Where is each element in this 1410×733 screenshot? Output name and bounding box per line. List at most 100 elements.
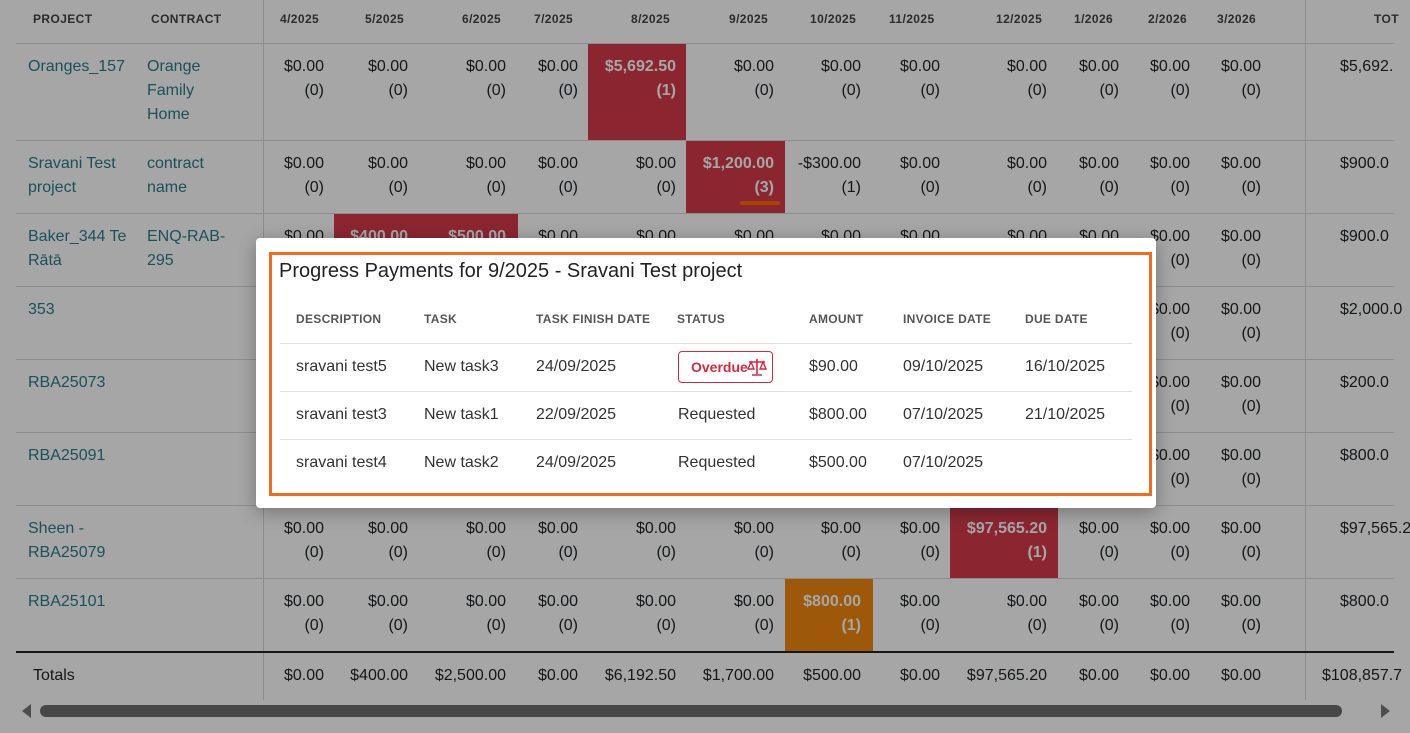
row-total: $800.0 (1340, 447, 1389, 464)
scroll-left-icon[interactable] (22, 704, 31, 718)
project-link[interactable]: 353 (28, 301, 55, 318)
month-amount-cell[interactable]: $0.00 (0) (1220, 228, 1261, 269)
contract-link[interactable]: contract name (147, 155, 204, 196)
col-header-due-date: DUE DATE (1025, 312, 1088, 326)
month-amount-cell[interactable]: $0.00 (0) (283, 155, 324, 196)
month-amount-cell[interactable]: $0.00 (0) (1078, 155, 1119, 196)
month-amount-cell[interactable]: $0.00 (0) (367, 155, 408, 196)
status-text: Overdue (691, 359, 748, 375)
row-total: $800.0 (1340, 593, 1389, 610)
month-amount-cell[interactable]: $0.00 (0) (635, 593, 676, 634)
month-amount-cell[interactable]: $97,565.20 (1) (966, 520, 1047, 561)
project-link[interactable]: Sravani Test project (28, 155, 116, 196)
contract-link[interactable]: ENQ-RAB-295 (147, 228, 226, 269)
month-amount-cell[interactable]: $0.00 (0) (899, 58, 940, 99)
project-link[interactable]: Oranges_157 (28, 58, 125, 75)
month-amount-cell[interactable]: $0.00 (0) (1006, 58, 1047, 99)
col-header-description: DESCRIPTION (296, 312, 382, 326)
month-total: $97,565.20 (966, 667, 1047, 684)
month-amount-cell[interactable]: $0.00 (0) (367, 58, 408, 99)
payment-invoice-date: 07/10/2025 (903, 454, 984, 471)
column-header: 8/2025 (631, 12, 671, 26)
month-amount-cell[interactable]: $0.00 (0) (635, 155, 676, 196)
month-amount-cell[interactable]: $0.00 (0) (465, 520, 506, 561)
project-link[interactable]: RBA25091 (28, 447, 106, 464)
overdue-cell-highlight[interactable] (588, 44, 686, 140)
month-total: $6,192.50 (604, 667, 676, 684)
month-amount-cell[interactable]: $0.00 (0) (820, 58, 861, 99)
month-amount-cell[interactable]: $0.00 (0) (537, 155, 578, 196)
month-amount-cell[interactable]: $0.00 (0) (465, 58, 506, 99)
month-amount-cell[interactable]: $0.00 (0) (1220, 374, 1261, 415)
month-amount-cell[interactable]: $0.00 (0) (899, 155, 940, 196)
column-header: 6/2025 (462, 12, 502, 26)
month-amount-cell[interactable]: $0.00 (0) (1220, 58, 1261, 99)
month-amount-cell[interactable]: $0.00 (0) (283, 593, 324, 634)
month-amount-cell[interactable]: $0.00 (0) (283, 58, 324, 99)
column-header: 12/2025 (996, 12, 1043, 26)
payment-row[interactable]: sravani test5 New task3 24/09/2025 Overd… (280, 343, 1132, 391)
month-amount-cell[interactable]: $0.00 (0) (733, 593, 774, 634)
col-header-task-finish-date: TASK FINISH DATE (536, 312, 651, 326)
month-amount-cell[interactable]: $0.00 (0) (1149, 374, 1190, 415)
payment-row[interactable]: sravani test3 New task1 22/09/2025 Reque… (280, 391, 1132, 439)
payment-status: Requested (678, 406, 756, 423)
month-total: $0.00 (1220, 667, 1261, 684)
month-amount-cell[interactable]: $0.00 (0) (283, 520, 324, 561)
month-amount-cell[interactable]: $0.00 (0) (1149, 593, 1190, 634)
month-total: $0.00 (899, 667, 940, 684)
scroll-right-icon[interactable] (1381, 704, 1390, 718)
month-amount-cell[interactable]: -$300.00 (1) (797, 155, 861, 196)
month-amount-cell[interactable]: $0.00 (0) (1149, 301, 1190, 342)
month-amount-cell[interactable]: $0.00 (0) (899, 520, 940, 561)
month-amount-cell[interactable]: $0.00 (0) (1149, 520, 1190, 561)
month-amount-cell[interactable]: $0.00 (0) (367, 520, 408, 561)
month-amount-cell[interactable]: $0.00 (0) (1078, 520, 1119, 561)
payment-task: New task3 (424, 358, 499, 375)
month-amount-cell[interactable]: $0.00 (0) (820, 520, 861, 561)
month-amount-cell[interactable]: $0.00 (0) (1149, 447, 1190, 488)
row-total: $5,692. (1340, 58, 1394, 75)
overdue-cell-highlight[interactable] (950, 506, 1058, 578)
month-amount-cell[interactable]: $0.00 (0) (465, 593, 506, 634)
project-link[interactable]: RBA25101 (28, 593, 106, 610)
month-amount-cell[interactable]: $0.00 (0) (899, 593, 940, 634)
column-header: 2/2026 (1148, 12, 1188, 26)
month-amount-cell[interactable]: $0.00 (0) (537, 520, 578, 561)
month-amount-cell[interactable]: $0.00 (0) (1220, 301, 1261, 342)
month-amount-cell[interactable]: $0.00 (0) (1006, 155, 1047, 196)
selection-underline (740, 201, 780, 205)
month-amount-cell[interactable]: $5,692.50 (1) (604, 58, 676, 99)
payment-row[interactable]: sravani test4 New task2 24/09/2025 Reque… (280, 439, 1132, 487)
month-amount-cell[interactable]: $0.00 (0) (537, 593, 578, 634)
month-amount-cell[interactable]: $0.00 (0) (1078, 593, 1119, 634)
due-soon-cell-highlight[interactable] (785, 579, 873, 651)
month-amount-cell[interactable]: $0.00 (0) (733, 58, 774, 99)
contract-link[interactable]: Orange Family Home (147, 58, 201, 123)
month-amount-cell[interactable]: $0.00 (0) (635, 520, 676, 561)
month-amount-cell[interactable]: $0.00 (0) (1149, 155, 1190, 196)
month-amount-cell[interactable]: $0.00 (0) (1220, 447, 1261, 488)
scale-icon (747, 359, 767, 376)
month-amount-cell[interactable]: $0.00 (0) (1149, 58, 1190, 99)
month-amount-cell[interactable]: $0.00 (0) (1078, 58, 1119, 99)
month-amount-cell[interactable]: $800.00 (1) (803, 593, 861, 634)
month-amount-cell[interactable]: $0.00 (0) (1149, 228, 1190, 269)
month-amount-cell[interactable]: $0.00 (0) (733, 520, 774, 561)
month-amount-cell[interactable]: $0.00 (0) (537, 58, 578, 99)
scrollbar-thumb[interactable] (40, 705, 1342, 717)
project-link[interactable]: RBA25073 (28, 374, 106, 391)
month-amount-cell[interactable]: $1,200.00 (3) (702, 155, 774, 196)
overdue-status-badge[interactable]: Overdue (678, 351, 773, 383)
month-amount-cell[interactable]: $0.00 (0) (367, 593, 408, 634)
column-header: 10/2025 (810, 12, 857, 26)
month-amount-cell[interactable]: $0.00 (0) (1220, 155, 1261, 196)
month-amount-cell[interactable]: $0.00 (0) (1006, 593, 1047, 634)
project-link[interactable]: Sheen - RBA25079 (28, 520, 106, 561)
month-amount-cell[interactable]: $0.00 (0) (465, 155, 506, 196)
payment-description: sravani test5 (296, 358, 387, 375)
month-amount-cell[interactable]: $0.00 (0) (1220, 520, 1261, 561)
column-header: 1/2026 (1074, 12, 1114, 26)
project-link[interactable]: Baker_344 Te Rātā (28, 228, 127, 269)
month-amount-cell[interactable]: $0.00 (0) (1220, 593, 1261, 634)
